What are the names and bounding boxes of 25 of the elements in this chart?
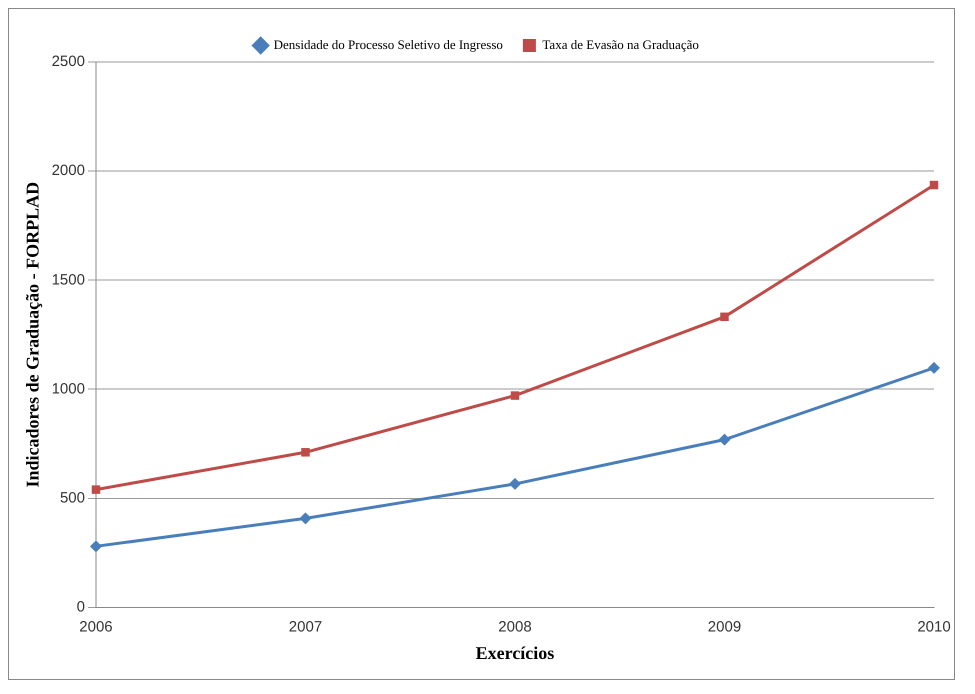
x-tick-label: 2008 (498, 618, 532, 636)
y-tick-label: 2500 (52, 53, 85, 70)
legend-label: Densidade do Processo Seletivo de Ingresso (274, 36, 503, 52)
legend-label: Taxa de Evasão na Graduação (542, 36, 699, 52)
point (510, 391, 520, 400)
x-tick-label: 2007 (288, 618, 322, 636)
point (930, 180, 938, 190)
y-tick-label: 500 (60, 489, 85, 506)
x-tick-label: 2006 (79, 618, 113, 636)
point (928, 362, 940, 374)
x-tick-label: 2009 (708, 618, 742, 636)
point (720, 312, 729, 322)
y-tick-label: 1500 (52, 271, 85, 288)
point (90, 540, 102, 552)
point (718, 434, 730, 446)
point (508, 478, 521, 490)
y-tick-label: 1000 (52, 380, 85, 398)
y-tick-label: 2000 (52, 162, 85, 180)
point (301, 448, 310, 457)
y-axis-title: Indicadores de Graduação - FORPLAD (22, 182, 42, 488)
x-tick-label: 2010 (917, 618, 951, 636)
point (299, 512, 312, 524)
y-tick-label: 0 (76, 598, 85, 616)
x-axis-title: Exercícios (476, 642, 554, 663)
point (92, 485, 100, 494)
